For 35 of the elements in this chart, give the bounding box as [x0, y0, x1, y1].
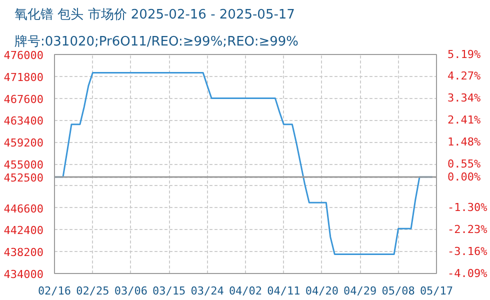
y-tick-label: 442400	[4, 224, 44, 238]
y-tick-label: 438200	[4, 246, 44, 260]
y-tick-label: 446600	[4, 202, 44, 216]
y2-tick-label: -3.16%	[448, 245, 488, 258]
x-tick-label: 02/16	[38, 284, 72, 298]
x-tick-label: 04/29	[344, 284, 377, 298]
y2-tick-label: 4.27%	[448, 70, 481, 83]
y2-tick-label: 0.55%	[448, 158, 481, 170]
x-tick-label: 02/25	[76, 284, 110, 298]
y-tick-label: 434000	[4, 268, 44, 281]
x-tick-label: 03/24	[190, 284, 224, 298]
chart-title: 氧化镨 包头 市场价 2025-02-16 - 2025-05-17	[14, 8, 295, 22]
chart-subtitle: 牌号:031020;Pr6O11/REO:≥99%;REO:≥99%	[14, 34, 298, 50]
y2-tick-label: -1.30%	[448, 201, 488, 214]
x-tick-label: 03/15	[152, 284, 186, 298]
x-tick-label: 04/20	[305, 284, 338, 298]
y-tick-label: 476000	[4, 49, 44, 62]
y-tick-label: 463400	[4, 114, 44, 128]
x-tick-label: 05/08	[382, 284, 415, 298]
x-tick-label: 03/06	[114, 284, 148, 298]
x-tick-label: 04/11	[267, 284, 300, 298]
y2-tick-label: 1.48%	[448, 136, 481, 149]
y2-tick-label: 0.00%	[448, 170, 481, 184]
y2-tick-label: 3.34%	[448, 92, 481, 105]
y-tick-label: 459200	[4, 136, 44, 150]
y2-tick-label: 2.41%	[448, 114, 481, 127]
x-tick-label: 04/02	[228, 284, 262, 298]
y2-tick-label: -2.23%	[448, 223, 488, 236]
y-tick-label: 452500	[4, 172, 44, 185]
x-tick-label: 05/17	[420, 284, 454, 298]
y-tick-label: 471800	[4, 70, 44, 84]
y-tick-label: 455000	[4, 158, 44, 172]
y2-tick-label: -4.09%	[448, 267, 488, 280]
y-tick-label: 467600	[4, 92, 44, 106]
y2-tick-label: 5.19%	[448, 48, 481, 61]
